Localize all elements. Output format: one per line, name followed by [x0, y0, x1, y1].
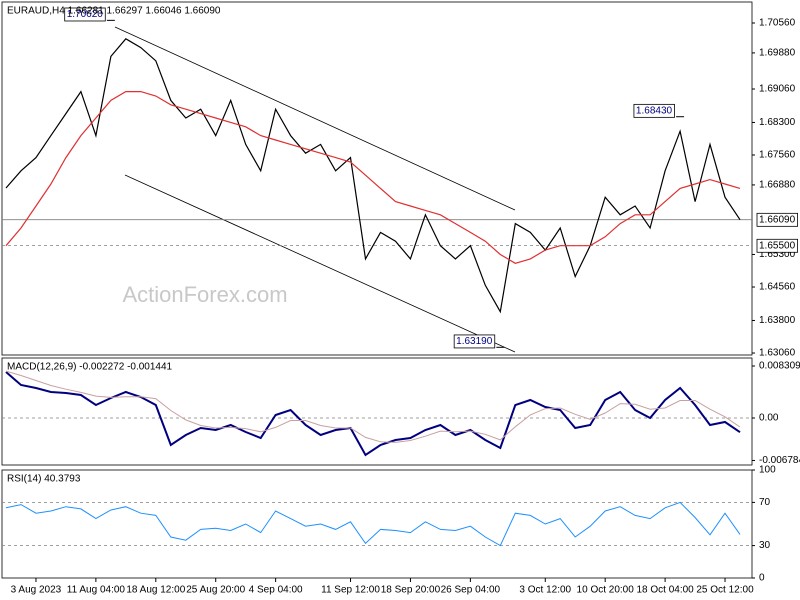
y-tick-label: 1.69060 [759, 84, 796, 95]
label-box [453, 334, 496, 349]
y-tick-label: 100 [759, 465, 776, 476]
y-tick-label: 70 [759, 497, 771, 508]
y-tick-label: 0 [759, 573, 765, 584]
annotation-label: 1.63190 [456, 336, 493, 347]
label-box [756, 238, 798, 253]
label-box [756, 212, 798, 227]
level-label: 1.65500 [759, 240, 796, 251]
y-tick-label: 30 [759, 540, 771, 551]
y-tick-label: 1.63800 [759, 315, 796, 326]
panel-frame [1, 357, 753, 466]
channel-lower [124, 174, 516, 353]
y-tick-label: 1.63060 [759, 348, 796, 359]
panel-frame [1, 469, 753, 579]
y-tick-label: 1.70560 [759, 18, 796, 29]
panel-title: MACD(12,26,9) -0.002272 -0.001441 [7, 362, 173, 373]
panel-title: RSI(14) 40.3793 [7, 474, 81, 485]
label-box [633, 103, 675, 118]
x-tick-label: 11 Aug 04:00 [67, 585, 126, 596]
y-tick-label: 0.008309 [759, 361, 800, 372]
x-tick-label: 25 Oct 12:00 [696, 585, 754, 596]
y-tick-label: 1.64560 [759, 282, 796, 293]
x-tick-label: 25 Aug 20:00 [186, 585, 245, 596]
y-tick-label: 0.00 [759, 413, 779, 424]
y-tick-label: 1.69880 [759, 48, 796, 59]
x-tick-label: 11 Sep 12:00 [321, 585, 380, 596]
series-line [5, 501, 741, 547]
level-label: 1.66090 [759, 214, 796, 225]
y-tick-label: -0.006784 [759, 455, 800, 466]
channel-upper [114, 26, 516, 211]
series-line [5, 38, 741, 314]
panel-title: EURAUD,H4 1.66281 1.66297 1.66046 1.6609… [7, 6, 221, 17]
y-tick-label: 1.65300 [759, 249, 796, 260]
y-tick-label: 1.67560 [759, 150, 796, 161]
panel-frame [1, 1, 753, 356]
x-tick-label: 3 Oct 12:00 [519, 585, 571, 596]
annotation-label: 1.70620 [67, 9, 104, 20]
y-tick-label: 1.66880 [759, 180, 796, 191]
x-tick-label: 4 Sep 04:00 [249, 585, 303, 596]
x-tick-label: 18 Aug 12:00 [126, 585, 185, 596]
x-tick-label: 3 Aug 2023 [11, 585, 62, 596]
y-tick-label: 1.68300 [759, 117, 796, 128]
series-line [5, 371, 741, 457]
series-line [5, 91, 741, 264]
x-tick-label: 18 Oct 04:00 [636, 585, 694, 596]
x-tick-label: 10 Oct 20:00 [577, 585, 635, 596]
watermark: ActionForex.com [122, 282, 287, 307]
annotation-label: 1.68430 [636, 105, 673, 116]
x-tick-label: 26 Sep 04:00 [441, 585, 501, 596]
label-box [64, 7, 106, 22]
x-tick-label: 18 Sep 20:00 [381, 585, 441, 596]
series-line [5, 370, 741, 443]
